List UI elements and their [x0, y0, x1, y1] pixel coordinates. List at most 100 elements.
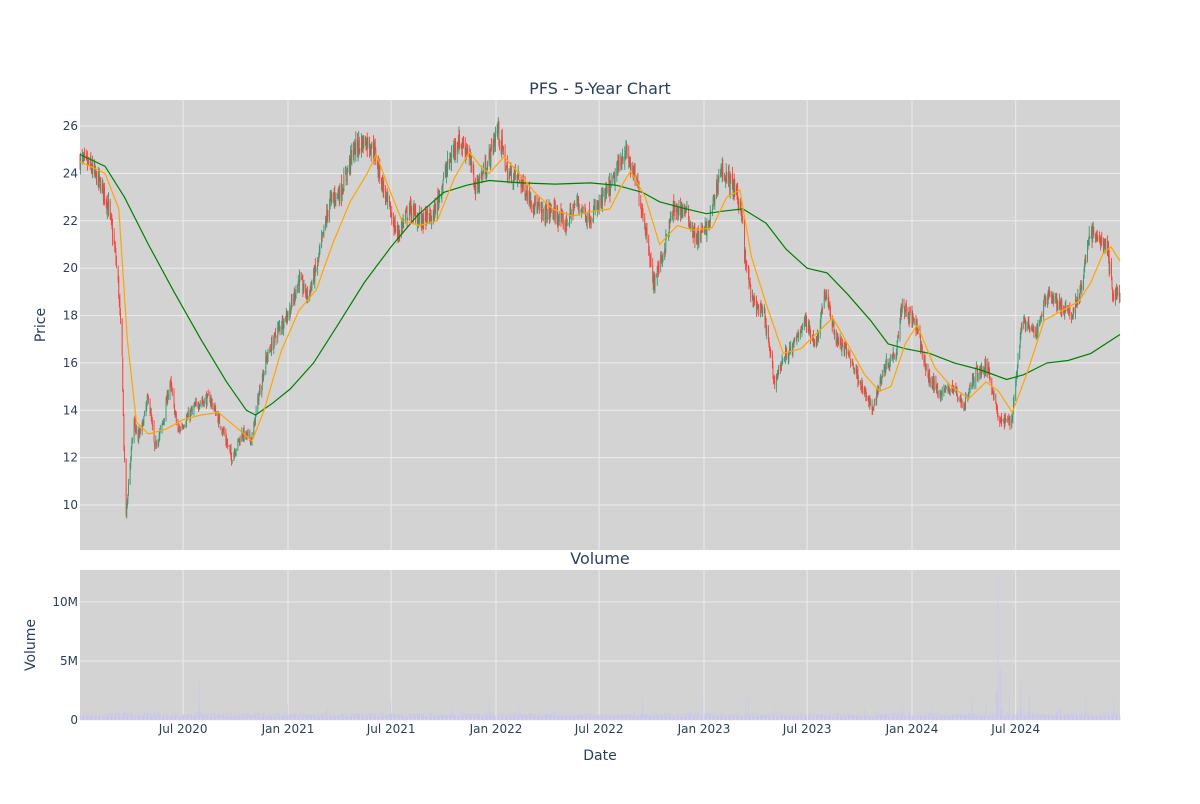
volume-bar — [1051, 714, 1053, 720]
volume-bar — [1061, 716, 1063, 720]
volume-bar — [132, 714, 133, 720]
volume-bar — [961, 716, 962, 720]
candle-body — [473, 172, 475, 183]
volume-bar — [131, 713, 133, 720]
volume-bar — [737, 714, 738, 720]
candle-body — [460, 143, 462, 147]
volume-bar — [952, 714, 954, 720]
candle-body — [508, 174, 510, 183]
candle-body — [592, 218, 594, 222]
volume-bar — [988, 716, 989, 720]
volume-bar — [95, 714, 97, 720]
volume-bar — [399, 714, 401, 720]
volume-bar — [948, 715, 950, 720]
volume-bar — [322, 715, 324, 720]
volume-bar — [844, 714, 846, 720]
candle-body — [1028, 320, 1030, 327]
volume-bar — [293, 712, 295, 720]
candle-body — [925, 364, 927, 369]
candle-body — [762, 308, 764, 312]
candle-body — [895, 356, 897, 359]
candle-body — [622, 155, 623, 161]
volume-bar — [326, 707, 328, 720]
volume-bar — [1052, 714, 1054, 720]
volume-bar — [705, 713, 707, 720]
candle-body — [773, 377, 775, 381]
candle-body — [720, 173, 721, 174]
candle-body — [997, 413, 999, 417]
volume-bar — [648, 715, 650, 720]
volume-bar — [769, 714, 770, 720]
volume-bar — [163, 715, 165, 720]
volume-bar — [307, 714, 308, 720]
candle-body — [660, 254, 662, 267]
candle-body — [817, 333, 818, 343]
volume-bar — [876, 712, 878, 720]
volume-bar — [203, 714, 205, 720]
candle-body — [230, 448, 232, 456]
volume-bar — [697, 713, 699, 720]
volume-bar — [488, 698, 490, 720]
candle-body — [187, 412, 189, 417]
candle-body — [744, 224, 745, 258]
candle-body — [345, 172, 346, 175]
volume-bar — [238, 714, 239, 720]
volume-bar — [426, 715, 427, 720]
candle-body — [406, 210, 407, 211]
volume-bar — [459, 715, 460, 720]
volume-bar — [1003, 715, 1005, 720]
volume-bar — [410, 715, 412, 720]
candle-body — [828, 303, 830, 306]
volume-bar — [273, 713, 275, 720]
candle-body — [823, 295, 825, 308]
candle-body — [467, 152, 468, 154]
candle-body — [754, 301, 756, 304]
volume-bar — [226, 712, 228, 720]
volume-bar — [1083, 716, 1084, 720]
candle-body — [692, 230, 694, 237]
candle-body — [774, 380, 776, 385]
candle-body — [214, 407, 216, 409]
candle-body — [365, 144, 367, 149]
volume-bar — [708, 712, 710, 720]
volume-bar — [124, 710, 125, 720]
candle-body — [111, 220, 113, 226]
volume-bar — [409, 712, 411, 720]
candle-body — [487, 163, 488, 170]
volume-bar — [445, 714, 447, 720]
candle-body — [154, 442, 156, 447]
volume-bar — [925, 714, 927, 720]
volume-bar — [1031, 716, 1033, 720]
candle-body — [720, 164, 722, 171]
volume-bar — [427, 716, 428, 720]
candle-body — [980, 369, 982, 376]
candle-body — [477, 182, 479, 190]
volume-bar — [387, 713, 389, 720]
volume-bar — [229, 714, 231, 720]
volume-bar — [566, 715, 568, 720]
volume-bar — [353, 713, 354, 720]
volume-bar — [733, 713, 734, 720]
candle-body — [865, 389, 867, 396]
volume-bar — [554, 714, 556, 720]
candle-body — [227, 442, 228, 446]
volume-bar — [889, 716, 891, 720]
candle-body — [321, 235, 323, 237]
candle-body — [167, 394, 169, 399]
volume-bar — [194, 715, 196, 720]
candle-body — [529, 198, 531, 205]
volume-bar — [502, 715, 504, 720]
candle-body — [318, 255, 320, 259]
volume-bar — [222, 714, 223, 720]
volume-bar — [967, 714, 969, 720]
volume-bar — [373, 716, 374, 720]
volume-bar — [279, 713, 280, 720]
candle-body — [506, 164, 508, 182]
candle-body — [130, 448, 132, 457]
volume-bar — [478, 713, 480, 720]
volume-bar — [99, 713, 101, 720]
candle-body — [297, 281, 299, 284]
candle-body — [628, 154, 630, 163]
candle-body — [1115, 292, 1116, 299]
candle-body — [614, 175, 616, 186]
